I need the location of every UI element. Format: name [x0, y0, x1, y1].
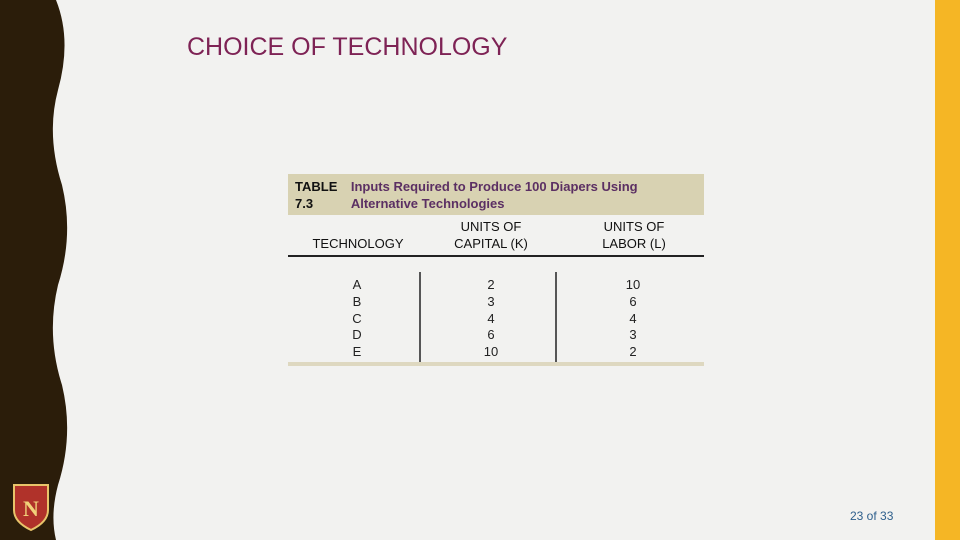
table-cell: 10	[483, 344, 499, 360]
page-number: 23 of 33	[850, 509, 894, 523]
table-cell: 10	[625, 277, 641, 292]
table-cell: B	[352, 293, 362, 309]
table-cell: 2	[629, 344, 637, 360]
table-cell: 4	[629, 310, 637, 326]
table-cell: 6	[487, 327, 495, 343]
table-cell: E	[352, 344, 362, 360]
column-header: UNITS OF CAPITAL (K)	[454, 219, 528, 251]
table-cell: 3	[487, 293, 495, 309]
table-cell: C	[352, 310, 362, 326]
column-header: UNITS OF LABOR (L)	[602, 219, 666, 251]
table-cell: A	[352, 277, 362, 292]
slide-title: CHOICE OF TECHNOLOGY	[187, 33, 508, 61]
table-label: TABLE 7.3	[295, 179, 338, 211]
table-cell: D	[352, 327, 362, 343]
table-cell: 2	[487, 277, 495, 292]
caption-text: Inputs Required to Produce 100 Diapers U…	[350, 179, 638, 211]
table-caption: TABLE 7.3 Inputs Required to Produce 100 …	[288, 174, 704, 215]
table-cell: 3	[629, 327, 637, 343]
table-cell: 6	[629, 293, 637, 309]
table-cell: 4	[487, 310, 495, 326]
column-header: TECHNOLOGY	[312, 236, 404, 251]
svg-text:N: N	[23, 496, 39, 521]
